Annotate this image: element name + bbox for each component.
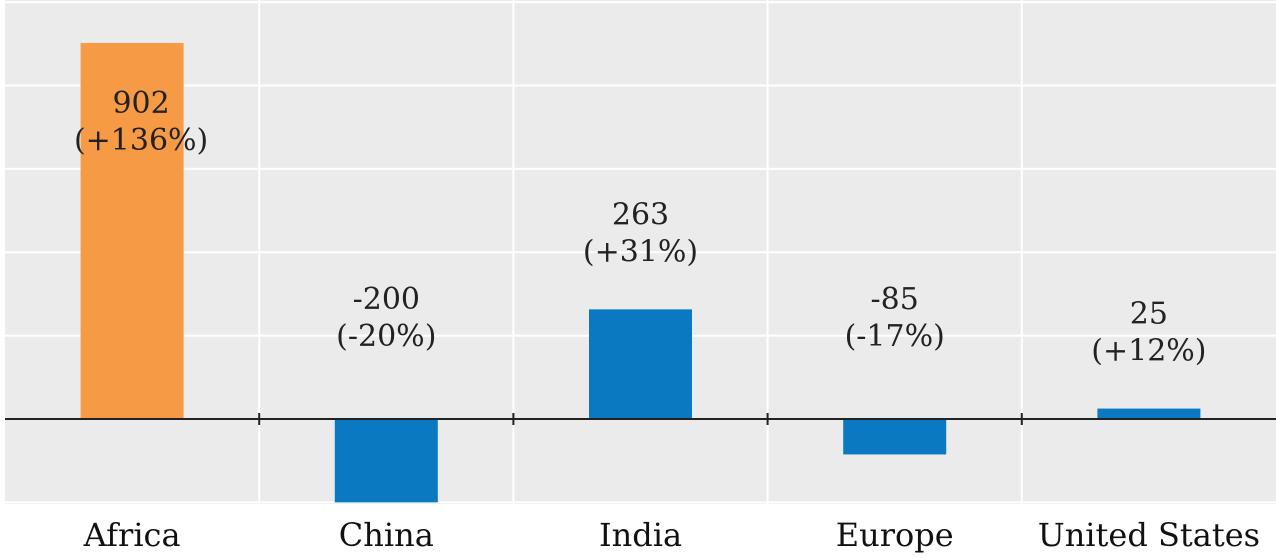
category-label: China bbox=[339, 516, 434, 554]
data-labels: 902(+136%) -200(-20%) 263(+31%) -85(-17%) 25… bbox=[74, 86, 1207, 369]
data-label-value: -85 bbox=[871, 282, 919, 317]
data-label-percent: (+31%) bbox=[583, 234, 698, 269]
data-label-percent: (+12%) bbox=[1091, 334, 1206, 369]
category-labels: Africa China India Europe United States bbox=[83, 516, 1260, 554]
data-label-percent: (-20%) bbox=[336, 319, 436, 354]
bar-india bbox=[589, 309, 692, 419]
bar-africa bbox=[80, 43, 184, 419]
category-label: Europe bbox=[836, 516, 954, 554]
bar-europe bbox=[843, 419, 947, 455]
bar-united-states bbox=[1097, 408, 1201, 419]
data-label-percent: (+136%) bbox=[74, 123, 208, 158]
data-label-value: 25 bbox=[1130, 297, 1168, 332]
bar-china bbox=[334, 419, 438, 503]
category-ticks bbox=[258, 413, 1023, 425]
data-label-value: 902 bbox=[112, 86, 169, 121]
data-label-percent: (-17%) bbox=[845, 319, 945, 354]
bars bbox=[80, 43, 1201, 503]
data-label-value: 263 bbox=[612, 197, 669, 232]
category-label: Africa bbox=[83, 516, 181, 554]
category-label: India bbox=[599, 516, 682, 554]
data-label-value: -200 bbox=[353, 282, 420, 317]
category-label: United States bbox=[1038, 516, 1260, 554]
